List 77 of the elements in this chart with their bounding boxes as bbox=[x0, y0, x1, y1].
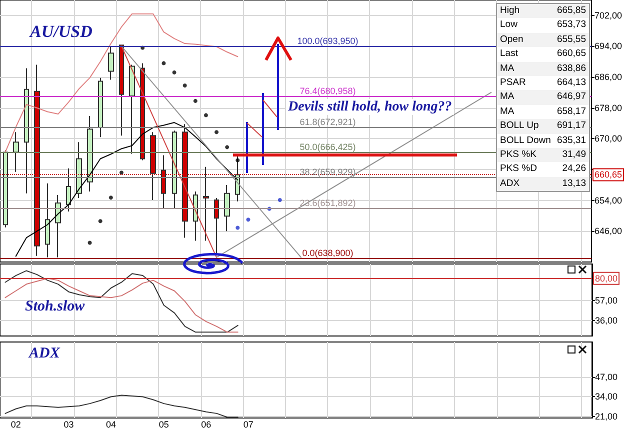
candlestick bbox=[13, 132, 19, 172]
candlestick bbox=[98, 77, 103, 138]
candlestick bbox=[45, 182, 50, 258]
line-series bbox=[4, 394, 238, 418]
x-tick-label: 07 bbox=[243, 420, 254, 429]
y-tick-label: 702,00 bbox=[594, 10, 622, 20]
text: BOLL Up 691,17 bbox=[500, 120, 586, 132]
candlestick bbox=[193, 190, 198, 242]
y-tick-label: 694,00 bbox=[594, 41, 622, 52]
ref-line-label: 80,00 bbox=[595, 273, 618, 284]
y-tick-label: 686,00 bbox=[594, 72, 622, 82]
candlestick bbox=[24, 68, 29, 194]
ref-line-label: 50.0(666,425) bbox=[300, 142, 356, 152]
text: Stoh.slow bbox=[25, 298, 86, 314]
point bbox=[236, 158, 240, 162]
point bbox=[108, 196, 113, 200]
ref-line-label: 0.0(638,900) bbox=[302, 248, 354, 258]
chart-title: ADX bbox=[28, 346, 61, 362]
y-tick-label: 34,00 bbox=[595, 392, 618, 402]
point bbox=[172, 70, 176, 74]
point bbox=[162, 61, 166, 66]
y-tick-label: 646,00 bbox=[594, 226, 622, 236]
candlestick bbox=[76, 142, 82, 199]
ref-line-label: 61.8(672,921) bbox=[300, 116, 356, 127]
annotation: BOLL Down 635,31 bbox=[500, 134, 586, 148]
text: PKS %D 24,26 bbox=[500, 163, 586, 174]
ref-line-label: 38.2(659,929) bbox=[300, 167, 356, 178]
candlestick bbox=[87, 115, 93, 192]
text: High 665,85 bbox=[500, 5, 586, 16]
x-tick-label: 04 bbox=[106, 420, 116, 429]
line-series bbox=[15, 122, 238, 257]
point bbox=[236, 226, 240, 230]
text: Open 655,55 bbox=[500, 34, 586, 45]
annotation: Devils still hold, how long?? bbox=[287, 100, 452, 114]
y-tick-label: 670,00 bbox=[594, 134, 622, 144]
candlestick bbox=[172, 130, 177, 209]
y-tick-label: 57,00 bbox=[595, 295, 618, 306]
text: Last 660,65 bbox=[500, 48, 586, 60]
y-tick-label: 47,00 bbox=[595, 372, 618, 382]
point bbox=[225, 145, 230, 150]
x-tick-label: 03 bbox=[64, 420, 74, 429]
candlestick bbox=[55, 194, 61, 258]
candlestick bbox=[214, 198, 219, 255]
line-series bbox=[4, 13, 238, 153]
point bbox=[119, 170, 124, 175]
candlestick bbox=[224, 184, 230, 232]
point bbox=[278, 198, 282, 202]
y-tick-label: 36,00 bbox=[595, 316, 618, 326]
point bbox=[182, 84, 187, 88]
candlestick bbox=[129, 64, 135, 154]
text: Low 653,73 bbox=[500, 19, 586, 30]
x-tick-label: 05 bbox=[158, 420, 169, 429]
point bbox=[246, 218, 250, 222]
text: MA 646,97 bbox=[500, 91, 586, 102]
point bbox=[214, 130, 219, 134]
ref-line-label: 100.0(693,950) bbox=[297, 36, 358, 46]
candlestick bbox=[108, 46, 114, 80]
text: MA 658,17 bbox=[500, 106, 586, 117]
text: PKS %K 31,49 bbox=[500, 148, 586, 160]
x-tick-label: 02 bbox=[10, 420, 21, 429]
y-tick-label: 21,00 bbox=[595, 411, 618, 422]
text: ADX 13,13 bbox=[500, 178, 586, 189]
text: MA 638,86 bbox=[500, 62, 586, 74]
text: PSAR 664,13 bbox=[500, 76, 586, 88]
point bbox=[98, 219, 102, 224]
point bbox=[204, 113, 208, 118]
point bbox=[193, 98, 198, 103]
text: AU/USD bbox=[29, 22, 92, 41]
point bbox=[88, 240, 92, 245]
ref-line-label: 660,65 bbox=[594, 170, 622, 180]
y-tick-label: 654,00 bbox=[594, 195, 622, 206]
x-tick-label: 06 bbox=[201, 420, 212, 429]
candlestick bbox=[140, 62, 145, 161]
y-tick-label: 678,00 bbox=[594, 102, 622, 113]
candlestick bbox=[66, 168, 71, 212]
candlestick bbox=[119, 44, 124, 136]
ref-line-label: 76.4(680,958) bbox=[300, 86, 356, 96]
